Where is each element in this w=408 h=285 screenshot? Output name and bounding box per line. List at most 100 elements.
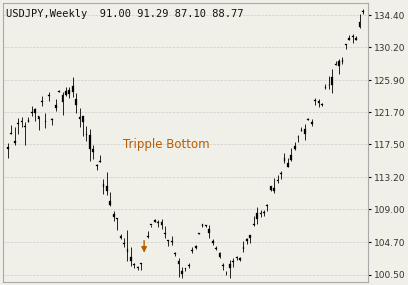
Bar — [69, 90, 70, 94]
Bar — [51, 119, 53, 120]
Bar — [348, 38, 350, 40]
Bar — [133, 264, 135, 265]
Bar — [171, 241, 173, 242]
Bar — [198, 233, 200, 234]
Bar — [72, 86, 73, 92]
Bar — [184, 268, 186, 269]
Bar — [308, 119, 309, 120]
Bar — [232, 261, 234, 262]
Bar — [243, 247, 244, 249]
Bar — [154, 220, 155, 222]
Bar — [130, 257, 132, 261]
Bar — [123, 243, 125, 244]
Bar — [273, 188, 275, 191]
Bar — [55, 105, 57, 108]
Bar — [21, 121, 22, 122]
Bar — [284, 158, 285, 161]
Bar — [89, 135, 91, 149]
Bar — [82, 116, 84, 122]
Bar — [126, 249, 128, 252]
Bar — [229, 264, 231, 268]
Bar — [318, 101, 319, 103]
Text: Tripple Bottom: Tripple Bottom — [122, 138, 209, 151]
Bar — [359, 22, 360, 27]
Bar — [352, 36, 354, 37]
Bar — [140, 263, 142, 264]
Bar — [290, 155, 292, 160]
Bar — [27, 121, 29, 122]
Bar — [362, 11, 364, 12]
Bar — [86, 134, 87, 135]
Bar — [188, 265, 190, 266]
Bar — [144, 249, 145, 250]
Bar — [17, 123, 19, 124]
Bar — [113, 214, 115, 217]
Bar — [236, 256, 237, 258]
Bar — [239, 258, 241, 260]
Bar — [168, 240, 169, 241]
Bar — [304, 129, 306, 134]
Bar — [7, 147, 9, 149]
Bar — [277, 180, 278, 181]
Bar — [24, 126, 26, 127]
Bar — [205, 225, 207, 226]
Bar — [109, 201, 111, 205]
Text: USDJPY,Weekly  91.00 91.29 87.10 88.77: USDJPY,Weekly 91.00 91.29 87.10 88.77 — [6, 9, 243, 19]
Bar — [38, 117, 40, 119]
Bar — [355, 38, 357, 40]
Bar — [120, 236, 122, 238]
Bar — [253, 224, 255, 225]
Bar — [62, 95, 63, 102]
Bar — [324, 87, 326, 88]
Bar — [270, 186, 272, 190]
Bar — [301, 130, 302, 131]
Bar — [311, 122, 313, 124]
Bar — [226, 272, 227, 274]
Bar — [191, 250, 193, 251]
Bar — [65, 91, 67, 95]
Bar — [147, 236, 149, 237]
Bar — [137, 267, 138, 268]
Bar — [249, 235, 251, 239]
Bar — [92, 149, 94, 152]
Bar — [215, 248, 217, 249]
Bar — [331, 77, 333, 85]
Bar — [195, 247, 197, 248]
Bar — [44, 121, 46, 122]
Bar — [338, 62, 340, 66]
Bar — [34, 109, 36, 113]
Bar — [99, 161, 101, 162]
Bar — [256, 213, 258, 219]
Bar — [161, 222, 162, 225]
Bar — [246, 239, 248, 241]
Bar — [345, 44, 347, 45]
Bar — [58, 91, 60, 92]
Bar — [75, 99, 77, 105]
Bar — [321, 104, 323, 105]
Bar — [341, 60, 343, 62]
Bar — [263, 211, 265, 213]
Bar — [222, 265, 224, 266]
Bar — [328, 85, 330, 86]
Bar — [157, 222, 159, 223]
Bar — [178, 260, 180, 264]
Bar — [116, 218, 118, 219]
Bar — [96, 165, 98, 166]
Bar — [11, 133, 12, 134]
Bar — [14, 141, 16, 143]
Bar — [287, 163, 289, 167]
Bar — [164, 233, 166, 234]
Bar — [208, 229, 210, 233]
Bar — [103, 184, 104, 187]
Bar — [181, 271, 183, 274]
Bar — [79, 117, 80, 119]
Bar — [219, 253, 220, 257]
Bar — [202, 224, 203, 226]
Bar — [31, 112, 33, 113]
Bar — [106, 186, 108, 191]
Bar — [212, 241, 213, 243]
Bar — [294, 146, 295, 149]
Bar — [174, 253, 176, 254]
Bar — [335, 64, 337, 65]
Bar — [314, 100, 316, 101]
